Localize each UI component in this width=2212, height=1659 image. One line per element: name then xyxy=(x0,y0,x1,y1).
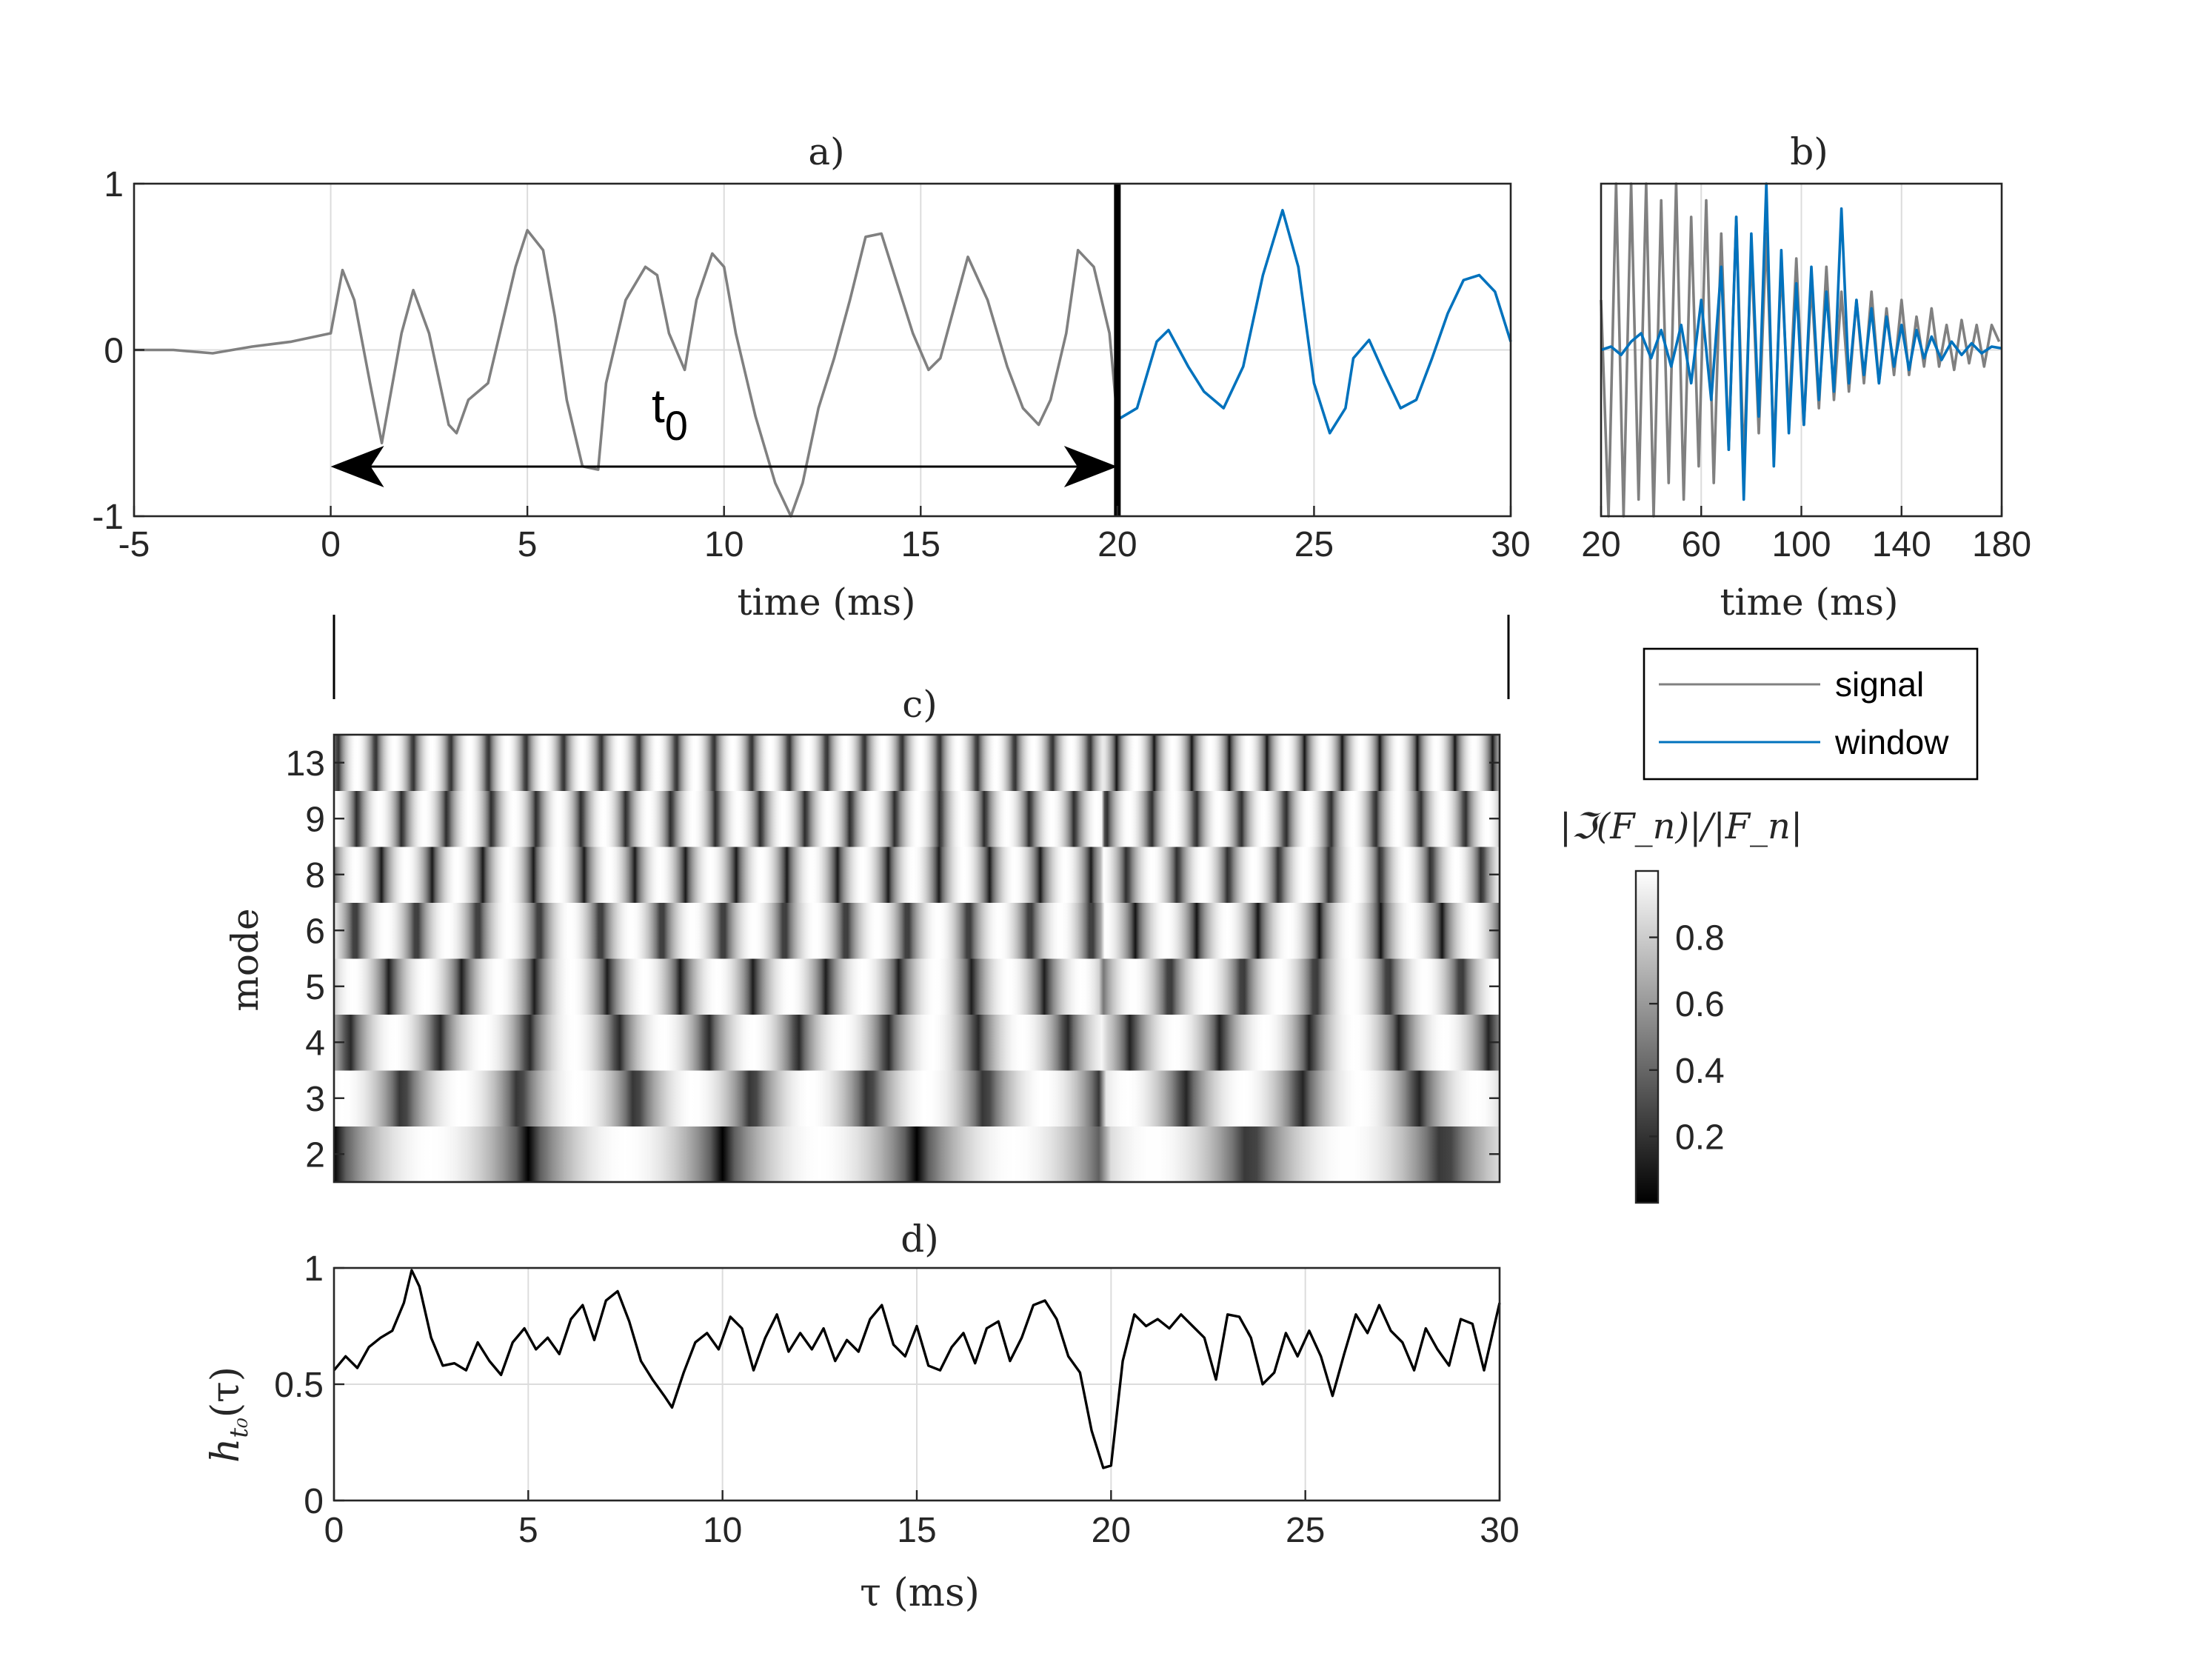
panel-d-xlabel: τ (ms) xyxy=(860,1571,980,1615)
heatmap-row-mode-13 xyxy=(334,735,1500,791)
panel-c-ylabel: mode xyxy=(224,908,267,1011)
colorbar-tick-label: 0.6 xyxy=(1675,985,1725,1024)
panel-d-ytick-label: 1 xyxy=(304,1249,324,1289)
panel-b: b) 20 60 100 140 180 time (ms) signal window xyxy=(1581,130,2031,781)
legend-box xyxy=(1643,647,1979,781)
legend-signal-label: signal xyxy=(1835,665,1924,704)
heatmap-row-mode-4 xyxy=(334,1014,1500,1071)
panel-a-xtick-label: -5 xyxy=(118,525,150,564)
heatmap-row-mode-6 xyxy=(334,902,1500,959)
panel-d-ylabel-arg: (τ) xyxy=(204,1366,248,1418)
heatmap-row-mode-5 xyxy=(334,958,1500,1015)
panel-d-xtick-label: 20 xyxy=(1092,1511,1131,1550)
panel-a-ytick-label: 1 xyxy=(104,165,124,204)
panel-a-xtick-label: 10 xyxy=(704,525,744,564)
panel-a: a) t0 -5 0 5 10 15 20 25 30-101 time (ms) xyxy=(92,130,1530,624)
panel-a-xtick-label: 15 xyxy=(901,525,940,564)
panel-c-title: c) xyxy=(902,683,938,726)
panel-a-title: a) xyxy=(808,130,844,173)
panel-d-ylabel: ht₀(τ) xyxy=(204,1366,254,1463)
panel-d-xtick-label: 15 xyxy=(897,1511,936,1550)
panel-a-xtick-label: 0 xyxy=(321,525,341,564)
panel-c-ytick-label: 13 xyxy=(286,744,325,784)
panel-c-ytick-label: 2 xyxy=(305,1135,325,1175)
panel-a-ytick-label: 0 xyxy=(104,332,124,371)
panel-c-ytick-label: 6 xyxy=(305,912,325,951)
heatmap-row-mode-2 xyxy=(334,1126,1500,1183)
colorbar-label: |ℑ(F_n)|/|F_n| xyxy=(1560,806,1802,847)
panel-d-ylabel-main: h xyxy=(204,1438,248,1463)
legend: signal window xyxy=(1643,647,1979,781)
panel-c-ytick-label: 3 xyxy=(305,1080,325,1119)
panel-c-axes xyxy=(333,733,1501,1184)
heatmap-row-mode-3 xyxy=(334,1070,1500,1126)
panel-b-xtick-label: 180 xyxy=(1972,525,2031,564)
panel-d-ytick-label: 0 xyxy=(304,1482,324,1521)
t0-label-base: t xyxy=(652,379,665,433)
panel-a-xtick-label: 30 xyxy=(1491,525,1530,564)
heatmap-row-mode-9 xyxy=(334,790,1500,847)
panel-d-xtick-label: 5 xyxy=(518,1511,538,1550)
panel-c-ytick-label: 5 xyxy=(305,968,325,1007)
panel-a-xtick-label: 25 xyxy=(1294,525,1334,564)
t0-label-sub: 0 xyxy=(665,402,688,449)
panel-d-ytick-label: 0.5 xyxy=(274,1366,324,1405)
panel-d-xtick-label: 30 xyxy=(1480,1511,1519,1550)
panel-d-xtick-label: 10 xyxy=(703,1511,742,1550)
panel-a-xtick-label: 5 xyxy=(518,525,538,564)
panel-d-ylabel-subscript: t₀ xyxy=(224,1418,254,1438)
panel-b-xtick-label: 140 xyxy=(1872,525,1931,564)
t0-arrow-head-left xyxy=(330,446,384,487)
panel-c-ytick-label: 9 xyxy=(305,800,325,839)
panel-b-xtick-label: 60 xyxy=(1682,525,1721,564)
panel-a-ytick-label: -1 xyxy=(92,498,124,537)
panel-c-ytick-label: 4 xyxy=(305,1024,325,1063)
legend-window-label: window xyxy=(1834,723,1949,761)
heatmap-row-mode-8 xyxy=(334,847,1500,903)
panel-a-series-window xyxy=(1116,209,1512,435)
t0-annotation: t0 xyxy=(330,184,1121,516)
colorbar: |ℑ(F_n)|/|F_n| 0.2 0.4 0.6 0.8 xyxy=(1560,806,1802,1204)
colorbar-tick-label: 0.8 xyxy=(1675,919,1725,958)
panel-a-xtick-label: 20 xyxy=(1097,525,1137,564)
panel-d-xtick-label: 0 xyxy=(324,1511,344,1550)
panel-c-ytick-label: 8 xyxy=(305,856,325,895)
t0-arrow-head-right xyxy=(1063,446,1117,487)
panel-d-xtick-label: 25 xyxy=(1286,1511,1325,1550)
panel-c: c) 2 3 4 5 6 8 9 13 mode |ℑ(F_n)|/|F_n| 0.2 0.4 0… xyxy=(224,683,1802,1204)
panel-b-title: b) xyxy=(1790,130,1828,173)
colorbar-tick-label: 0.2 xyxy=(1675,1118,1725,1157)
colorbar-scale xyxy=(1634,869,1660,1204)
panel-b-series-window xyxy=(1600,182,2002,501)
panel-d: d) 0 5 10 15 20 25 30 0 0.5 1 τ (ms) ht₀(τ) xyxy=(204,1218,1520,1615)
panel-d-title: d) xyxy=(900,1218,939,1261)
colorbar-tick-label: 0.4 xyxy=(1675,1052,1725,1091)
panel-a-xlabel: time (ms) xyxy=(737,581,915,624)
panel-b-xlabel: time (ms) xyxy=(1720,581,1898,624)
panel-b-xtick-label: 100 xyxy=(1771,525,1831,564)
panel-b-xtick-label: 20 xyxy=(1581,525,1620,564)
t0-label: t0 xyxy=(652,379,688,449)
panel-a-series-signal xyxy=(134,229,1119,518)
panel-d-series xyxy=(333,1269,1501,1469)
